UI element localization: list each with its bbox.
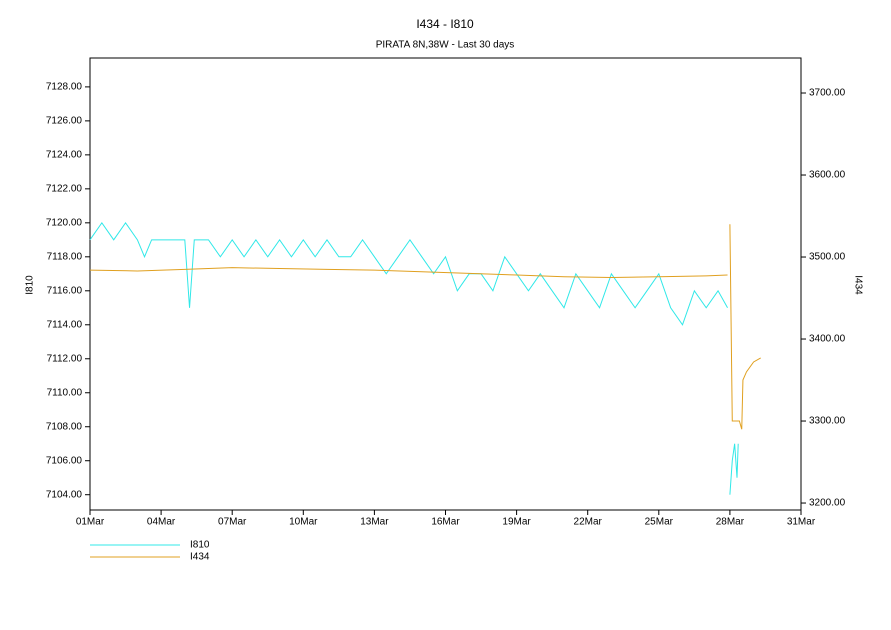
series-line [89, 221, 739, 495]
y-tick-label: 7110.00 [47, 387, 83, 398]
y-tick-label: 7116.00 [47, 285, 83, 296]
x-tick-label: 13Mar [360, 517, 389, 528]
x-tick-label: 31Mar [787, 517, 816, 528]
y-tick-label: 7108.00 [46, 421, 83, 432]
y2-tick-label: 3400.00 [809, 334, 846, 345]
x-tick-label: 22Mar [574, 517, 603, 528]
y-tick-label: 7122.00 [46, 183, 83, 194]
y-tick-label: 7124.00 [46, 149, 83, 160]
x-tick-label: 07Mar [218, 517, 247, 528]
x-tick-label: 25Mar [645, 517, 674, 528]
y-tick-label: 7106.00 [46, 455, 83, 466]
y-axis-label: I810 [25, 275, 36, 295]
y2-tick-label: 3600.00 [809, 170, 846, 181]
plot-frame [89, 57, 802, 511]
series-line [89, 224, 761, 430]
y-tick-label: 7112.00 [47, 353, 83, 364]
y2-tick-label: 3500.00 [809, 252, 846, 263]
x-tick-label: 16Mar [431, 517, 460, 528]
y-tick-label: 7114.00 [47, 319, 83, 330]
y2-tick-label: 3700.00 [809, 88, 846, 99]
y2-tick-label: 3300.00 [809, 416, 846, 427]
y2-tick-label: 3200.00 [809, 498, 846, 509]
chart-title: I434 - I810 [416, 17, 474, 31]
legend-label: I810 [190, 540, 210, 551]
y-tick-label: 7126.00 [46, 116, 83, 127]
y-tick-label: 7120.00 [46, 217, 83, 228]
chart-subtitle: PIRATA 8N,38W - Last 30 days [376, 40, 515, 51]
x-tick-label: 28Mar [716, 517, 745, 528]
y-tick-label: 7128.00 [46, 82, 83, 93]
x-tick-label: 04Mar [147, 517, 176, 528]
x-tick-label: 01Mar [76, 517, 105, 528]
x-tick-label: 19Mar [502, 517, 531, 528]
x-tick-label: 10Mar [289, 517, 318, 528]
y-tick-label: 7104.00 [46, 489, 83, 500]
y2-axis-label: I434 [852, 275, 863, 295]
legend-label: I434 [190, 552, 210, 563]
y-tick-label: 7118.00 [47, 251, 83, 262]
